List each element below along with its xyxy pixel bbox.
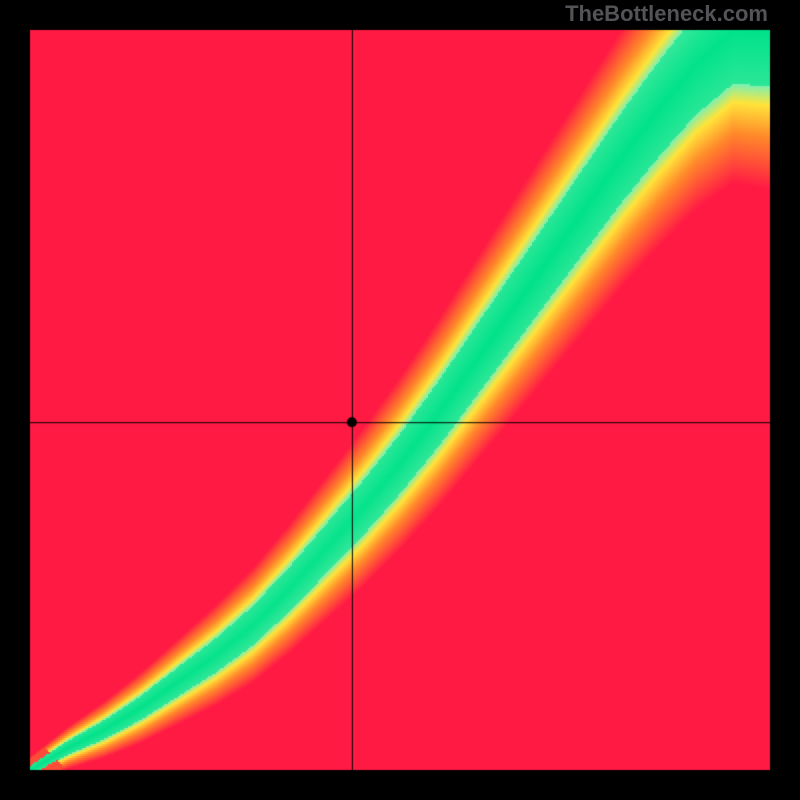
heatmap-canvas (0, 0, 800, 800)
chart-container: TheBottleneck.com (0, 0, 800, 800)
watermark-text: TheBottleneck.com (565, 1, 768, 27)
